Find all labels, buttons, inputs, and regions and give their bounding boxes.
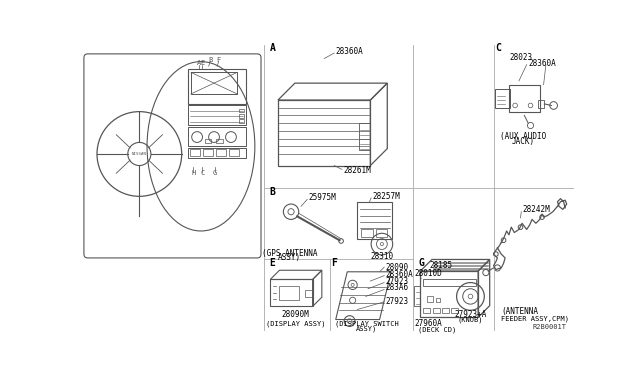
Bar — [270, 279, 312, 307]
Text: 27923+A: 27923+A — [454, 310, 486, 319]
Bar — [188, 106, 246, 125]
Bar — [359, 123, 371, 150]
Bar — [433, 308, 440, 312]
Bar — [239, 119, 244, 123]
Bar — [188, 127, 246, 146]
Text: (KNOB): (KNOB) — [458, 316, 483, 323]
Text: (AUX AUDIO: (AUX AUDIO — [500, 132, 546, 141]
Text: E: E — [200, 60, 205, 66]
Bar — [188, 69, 246, 104]
Text: A: A — [269, 43, 275, 53]
Text: B: B — [208, 57, 212, 63]
Text: 283A6: 283A6 — [386, 283, 409, 292]
Bar — [451, 308, 458, 312]
Text: 28360A: 28360A — [528, 59, 556, 68]
Text: A: A — [196, 60, 201, 66]
Bar — [427, 296, 433, 302]
Text: 28090M: 28090M — [282, 310, 310, 319]
Bar — [191, 73, 237, 94]
Text: (DISPLAY SWITCH: (DISPLAY SWITCH — [335, 320, 398, 327]
Text: 28010D: 28010D — [414, 269, 442, 278]
Text: 28310: 28310 — [371, 252, 394, 261]
Text: 27923: 27923 — [386, 297, 409, 306]
Bar — [422, 279, 476, 286]
Text: 28023: 28023 — [509, 53, 532, 62]
Text: H: H — [191, 170, 195, 176]
Bar — [188, 148, 246, 158]
Text: (GPS ANTENNA: (GPS ANTENNA — [262, 249, 317, 258]
Text: 28090: 28090 — [386, 263, 409, 272]
Text: C: C — [495, 43, 501, 53]
Text: FEEDER ASSY,CPM): FEEDER ASSY,CPM) — [501, 315, 569, 322]
Text: 28257M: 28257M — [372, 192, 401, 201]
Text: 28360A: 28360A — [386, 270, 413, 279]
Bar — [357, 202, 392, 239]
Bar — [278, 100, 371, 166]
Bar — [280, 286, 299, 300]
Text: (DECK CD): (DECK CD) — [418, 326, 456, 333]
Text: ASSY): ASSY) — [356, 326, 377, 332]
Text: 28261M: 28261M — [344, 166, 371, 176]
Text: 27923: 27923 — [386, 276, 409, 286]
Text: G: G — [212, 170, 217, 176]
Text: B: B — [269, 187, 275, 198]
Text: 28242M: 28242M — [522, 205, 550, 214]
Text: R2B0001T: R2B0001T — [532, 324, 566, 330]
Bar — [414, 286, 420, 306]
Bar — [538, 100, 545, 108]
Bar — [436, 298, 440, 302]
Text: ASSY): ASSY) — [278, 253, 301, 262]
Bar — [204, 150, 213, 156]
Text: (ANTENNA: (ANTENNA — [501, 307, 538, 316]
Bar — [216, 140, 223, 143]
Text: F: F — [331, 257, 337, 267]
Bar — [216, 150, 227, 156]
Bar — [239, 109, 244, 112]
Bar — [420, 271, 478, 317]
Bar — [442, 308, 449, 312]
Bar — [424, 308, 431, 312]
Text: NISSAN: NISSAN — [132, 152, 147, 156]
Bar — [376, 230, 387, 237]
Text: 25975M: 25975M — [308, 193, 337, 202]
Bar — [495, 89, 511, 108]
Bar — [509, 85, 540, 112]
Text: F: F — [216, 57, 221, 63]
Bar — [239, 114, 244, 118]
Text: (DISPLAY ASSY): (DISPLAY ASSY) — [266, 320, 325, 327]
Bar — [190, 150, 200, 156]
Text: E: E — [269, 257, 275, 267]
Bar — [361, 230, 372, 237]
Text: 27960A: 27960A — [414, 319, 442, 328]
Text: JACK): JACK) — [511, 137, 534, 146]
Text: C: C — [200, 170, 205, 176]
Text: G: G — [418, 257, 424, 267]
Text: 28360A: 28360A — [336, 47, 364, 56]
Bar — [305, 289, 312, 297]
Bar — [230, 150, 239, 156]
Bar — [205, 140, 211, 143]
Text: 28185: 28185 — [429, 261, 452, 270]
